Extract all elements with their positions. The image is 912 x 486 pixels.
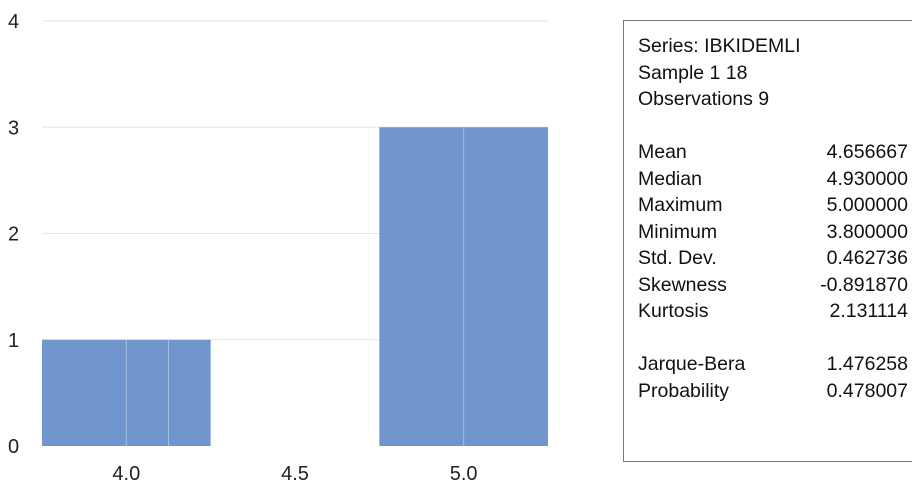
stat-label: Kurtosis: [638, 300, 709, 322]
y-tick-label: 2: [8, 224, 19, 246]
y-tick-label: 4: [8, 11, 19, 33]
stat-value: 2.131114: [829, 300, 908, 322]
stat-label: Probability: [638, 379, 730, 402]
stat-value: 4.656667: [826, 141, 908, 163]
y-tick-label: 3: [8, 117, 19, 139]
stat-label: Maximum: [638, 194, 723, 216]
stat-value: -0.891870: [820, 273, 908, 296]
stat-value: 0.462736: [826, 247, 908, 269]
y-tick-label: 1: [8, 330, 19, 352]
stat-row-probability: Probability 0.478007: [638, 378, 912, 405]
stat-value: 3.800000: [826, 220, 908, 243]
stat-value: 1.476258: [826, 353, 908, 375]
y-tick-label: 0: [8, 436, 19, 458]
stat-row-median: Median 4.930000: [638, 166, 912, 193]
series-name: Series: IBKIDEMLI: [638, 35, 801, 57]
stat-row-std-dev: Std. Dev. 0.462736: [638, 245, 912, 272]
stat-row-minimum: Minimum 3.800000: [638, 219, 912, 246]
x-tick-label: 5.0: [450, 463, 478, 485]
stat-value: 0.478007: [826, 379, 908, 402]
x-tick-label: 4.5: [281, 463, 309, 485]
stat-label: Skewness: [638, 273, 727, 296]
stat-label: Jarque-Bera: [638, 353, 746, 375]
histogram-chart: 0 1 2 3 4 4.0 4.5 5.0: [8, 11, 548, 485]
stat-label: Mean: [638, 141, 687, 163]
stat-row-kurtosis: Kurtosis 2.131114: [638, 298, 912, 325]
stat-label: Minimum: [638, 220, 718, 243]
stat-value: 4.930000: [826, 167, 908, 190]
stat-row-jarque-bera: Jarque-Bera 1.476258: [638, 351, 912, 378]
stats-spacer: [638, 113, 912, 140]
sample-range: Sample 1 18: [638, 61, 748, 84]
stats-spacer: [638, 325, 912, 352]
stat-label: Median: [638, 167, 702, 190]
x-tick-label: 4.0: [112, 463, 140, 485]
stat-label: Std. Dev.: [638, 247, 717, 269]
stat-value: 5.000000: [826, 194, 908, 216]
stat-row-skewness: Skewness -0.891870: [638, 272, 912, 299]
observations-count: Observations 9: [638, 88, 770, 110]
stat-row-maximum: Maximum 5.000000: [638, 192, 912, 219]
stat-row-mean: Mean 4.656667: [638, 139, 912, 166]
statistics-panel: Series: IBKIDEMLI Sample 1 18 Observatio…: [623, 20, 912, 462]
